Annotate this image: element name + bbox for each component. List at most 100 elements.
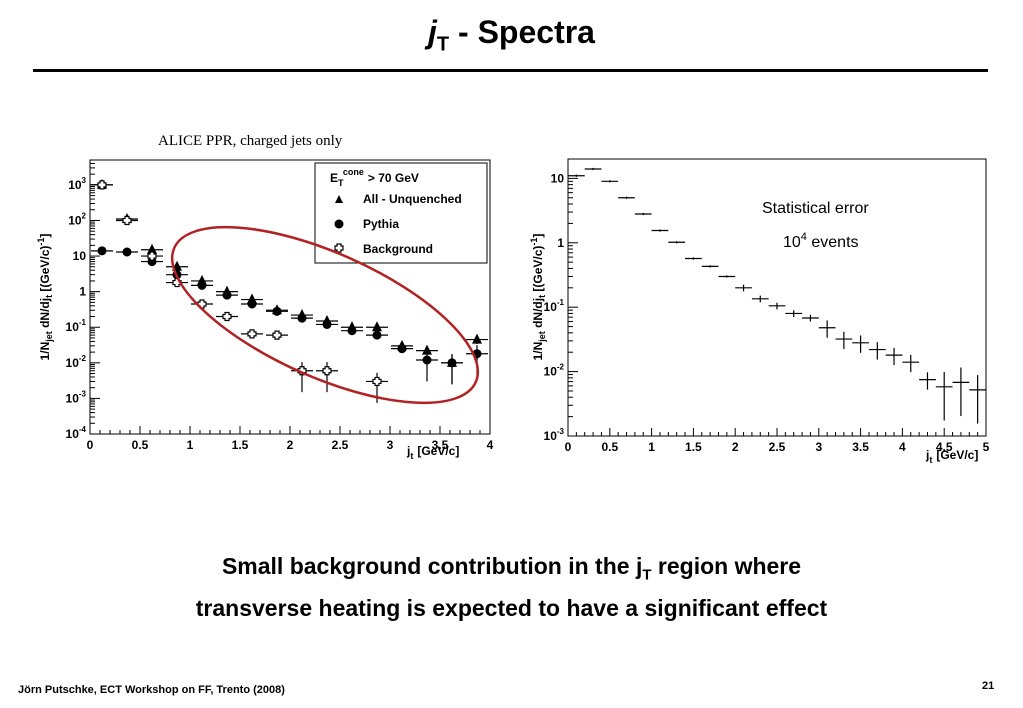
x-tick-label: 2.5: [769, 440, 786, 454]
data-point-circle-12: [391, 344, 413, 354]
heating-region-ellipse: [170, 225, 480, 405]
open-cross-marker: [322, 366, 332, 376]
data-point-cross-23: [952, 367, 970, 417]
x-tick-label: 1.5: [685, 440, 702, 454]
title-subscript: T: [436, 33, 450, 56]
circle-marker: [97, 246, 107, 256]
x-tick-label: 3: [815, 440, 822, 454]
x-tick-label: 4: [487, 438, 494, 452]
left-y-axis-label: 1/Njet dN/djt [(GeV/c)-1]: [36, 234, 54, 361]
left-legend: ETcone > 70 GeV All - Unquenched Pythia B…: [314, 162, 488, 264]
y-tick-label: 10-4: [66, 425, 87, 441]
data-point-triangle-11: [366, 321, 388, 332]
y-tick-label: 1: [79, 285, 86, 299]
legend-open-cross-marker: [334, 243, 344, 253]
data-point-cross-19: [885, 347, 903, 366]
chart-caption: ALICE PPR, charged jets only: [158, 133, 343, 149]
x-tick-label: 4.5: [936, 440, 953, 454]
data-point-circle-1: [116, 247, 138, 257]
circle-marker: [272, 306, 282, 316]
y-tick-label: 10-3: [544, 427, 565, 443]
circle-marker: [322, 319, 332, 329]
circle-marker: [372, 330, 382, 340]
x-tick-label: 3.5: [432, 438, 449, 452]
data-point-cross-15: [818, 320, 836, 338]
data-point-cross-11: [751, 295, 769, 303]
data-point-cross-21: [919, 372, 936, 390]
circle-marker: [422, 355, 432, 365]
data-point-cross-8: [701, 265, 719, 268]
legend-label-background: Background: [363, 242, 433, 256]
open-cross-marker: [147, 251, 157, 261]
data-point-cross-13: [785, 310, 803, 318]
data-point-cross-17: [852, 335, 869, 353]
annotation-events: 104 events: [783, 231, 859, 251]
data-point-circle-5: [216, 290, 238, 300]
data-point-circle-7: [266, 306, 288, 316]
circle-marker: [447, 358, 457, 368]
data-point-open-cross-5: [216, 311, 238, 322]
data-point-cross-2: [601, 180, 619, 183]
y-tick-label: 103: [68, 176, 86, 192]
legend-triangle-marker: [335, 195, 343, 203]
data-point-cross-7: [685, 257, 702, 260]
y-tick-label: 10-2: [544, 363, 565, 379]
circle-marker: [297, 313, 307, 323]
triangle-marker: [372, 321, 382, 332]
right-jt-spectrum-chart: 0 0.5 1 1.5 2 2.5 3 3.5 4 4.5 5 10-3 10-2 10-1 1 10 Sta…: [529, 158, 990, 465]
legend-label-unquenched: All - Unquenched: [363, 192, 462, 206]
x-tick-label: 0.5: [601, 440, 618, 454]
x-tick-label: 5: [983, 440, 990, 454]
triangle-marker: [472, 333, 482, 344]
y-tick-label: 1: [557, 236, 564, 250]
data-point-cross-9: [718, 275, 736, 278]
circle-marker: [347, 326, 357, 336]
annotation-statistical-error: Statistical error: [762, 200, 869, 217]
data-point-open-cross-6: [241, 329, 263, 339]
data-point-cross-0: [568, 174, 585, 177]
data-point-triangle-15: [466, 333, 488, 345]
data-point-cross-24: [969, 375, 986, 424]
triangle-marker: [422, 344, 432, 355]
data-point-cross-20: [902, 354, 920, 373]
y-tick-label: 10: [73, 249, 87, 263]
open-cross-marker: [97, 180, 107, 190]
x-tick-label: 2.5: [332, 438, 349, 452]
data-point-open-cross-1: [116, 215, 138, 226]
x-tick-label: 3: [387, 438, 394, 452]
y-tick-label: 10: [551, 171, 565, 185]
data-point-open-cross-0: [91, 180, 113, 190]
y-tick-label: 10-1: [66, 318, 87, 334]
circle-marker: [397, 344, 407, 354]
x-tick-label: 2: [287, 438, 294, 452]
page-number: 21: [982, 680, 995, 692]
y-tick-label: 10-1: [544, 298, 565, 314]
x-tick-label: 1.5: [232, 438, 249, 452]
x-tick-label: 4: [899, 440, 906, 454]
data-point-circle-10: [341, 326, 363, 336]
legend-circle-marker: [334, 219, 344, 229]
data-point-circle-4: [191, 280, 213, 290]
data-point-open-cross-9: [316, 362, 338, 393]
left-jt-spectrum-chart: 0 0.5 1 1.5 2 2.5 3 3.5 4 10-4 10-3 10-2 10-1 1 10 102 1…: [36, 159, 494, 461]
data-point-circle-14: [441, 354, 463, 385]
x-tick-label: 0.5: [132, 438, 149, 452]
title-rule: [33, 69, 988, 72]
legend-label-pythia: Pythia: [363, 217, 399, 231]
data-point-triangle-2: [141, 243, 163, 254]
data-point-cross-22: [935, 371, 953, 421]
right-y-axis-label: 1/Njet dN/djt [(GeV/c)-1]: [529, 234, 547, 361]
message-line-1: Small background contribution in the jT …: [221, 553, 802, 584]
y-tick-label: 10-3: [66, 389, 87, 405]
data-point-circle-8: [291, 313, 313, 323]
data-point-cross-12: [768, 302, 786, 310]
x-tick-label: 2: [732, 440, 739, 454]
x-tick-label: 1: [187, 438, 194, 452]
data-point-cross-14: [802, 314, 819, 322]
data-point-cross-6: [668, 241, 686, 244]
summary-message: Small background contribution in the jT …: [0, 550, 1023, 624]
open-cross-marker: [122, 215, 132, 226]
data-point-open-cross-7: [266, 330, 288, 340]
x-tick-label: 0: [565, 440, 572, 454]
data-point-open-cross-2: [141, 251, 163, 261]
